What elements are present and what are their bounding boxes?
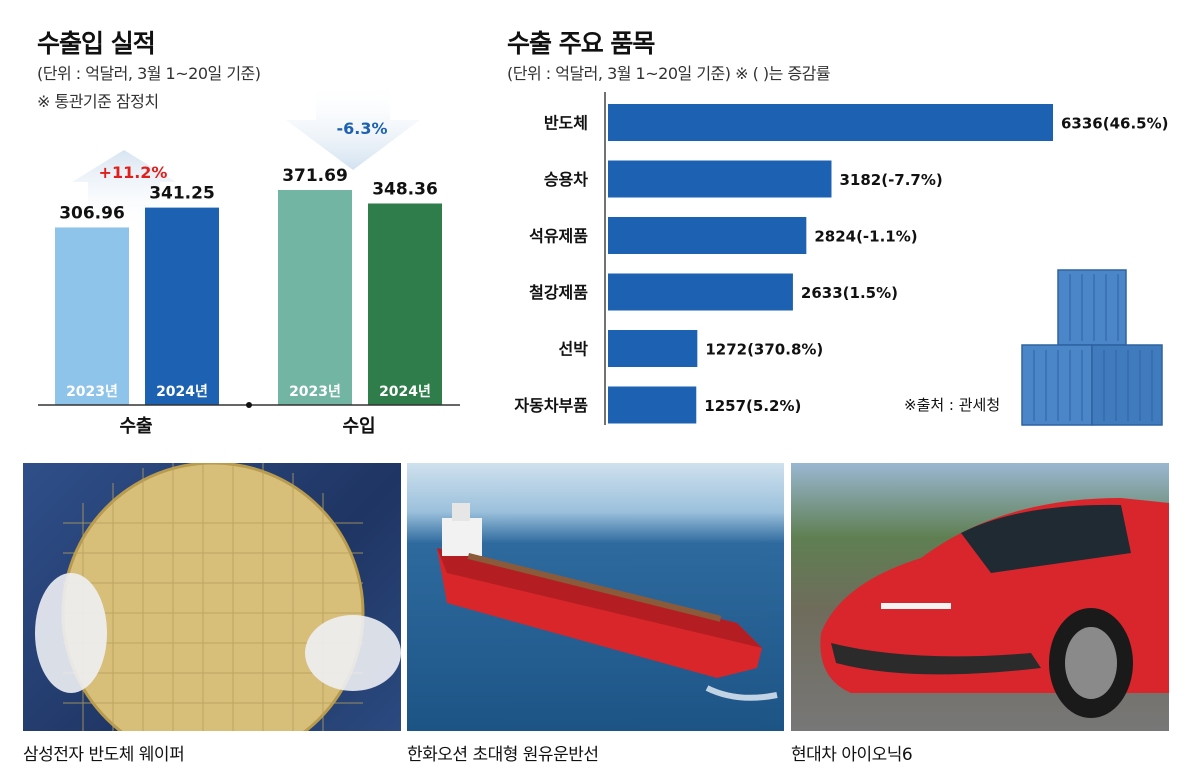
export-item-bar xyxy=(608,386,697,424)
export-item-category-label: 선박 xyxy=(559,340,589,359)
export-item-category-label: 철강제품 xyxy=(529,283,588,302)
export-item-category-label: 반도체 xyxy=(544,114,588,133)
caption-wafer: 삼성전자 반도체 웨이퍼 xyxy=(23,745,185,765)
export-items-title: 수출 주요 품목 xyxy=(507,29,655,58)
import-bar-2023 xyxy=(278,190,352,405)
import-change-label: -6.3% xyxy=(336,119,387,138)
hyundai-ioniq6-photo xyxy=(791,463,1169,731)
export-year-label: 2024년 xyxy=(156,384,208,400)
export-bar-2023 xyxy=(55,227,129,405)
export-items-unit: (단위 : 억달러, 3월 1~20일 기준) ※ ( )는 증감률 xyxy=(507,64,831,83)
decrease-arrow-icon xyxy=(286,80,420,170)
export-item-value-label: 2824(-1.1%) xyxy=(814,228,917,246)
export-import-unit: (단위 : 억달러, 3월 1~20일 기준) xyxy=(37,64,261,83)
import-value-label: 371.69 xyxy=(282,166,348,186)
export-item-category-label: 석유제품 xyxy=(529,227,588,246)
export-import-chart: +11.2% -6.3% 306.96 2023년 341.25 2024년 371.6… xyxy=(38,80,460,437)
export-category-label: 수출 xyxy=(119,416,152,437)
export-bar-2024 xyxy=(145,207,219,405)
import-bar-2024 xyxy=(368,203,442,405)
crude-oil-tanker-photo xyxy=(407,463,784,731)
export-item-bar xyxy=(608,160,832,198)
import-year-label: 2024년 xyxy=(379,384,431,400)
export-item-value-label: 6336(46.5%) xyxy=(1061,115,1169,133)
export-item-bar xyxy=(608,104,1053,141)
export-import-title: 수출입 실적 xyxy=(37,29,156,58)
export-item-category-label: 자동차부품 xyxy=(514,396,588,415)
source-note: ※출처 : 관세청 xyxy=(904,396,1000,414)
export-value-label: 341.25 xyxy=(149,184,215,204)
import-category-label: 수입 xyxy=(342,415,375,437)
export-item-value-label: 2633(1.5%) xyxy=(801,284,898,302)
export-item-category-label: 승용차 xyxy=(544,170,588,189)
caption-ioniq6: 현대차 아이오닉6 xyxy=(791,745,913,765)
axis-divider-dot xyxy=(246,402,252,408)
export-year-label: 2023년 xyxy=(66,384,118,400)
import-value-label: 348.36 xyxy=(372,179,438,199)
export-item-value-label: 1272(370.8%) xyxy=(705,341,823,359)
export-items-chart: 반도체 6336(46.5%) 승용차 3182(-7.7%) 석유제품 2824(-1.… xyxy=(514,92,1169,426)
export-item-bar xyxy=(608,330,698,367)
export-change-label: +11.2% xyxy=(99,163,168,182)
semiconductor-wafer-photo xyxy=(23,463,401,731)
export-item-bar xyxy=(608,273,793,311)
export-item-value-label: 3182(-7.7%) xyxy=(839,171,942,189)
import-year-label: 2023년 xyxy=(289,384,341,400)
shipping-container-icon xyxy=(1021,269,1163,426)
caption-tanker: 한화오션 초대형 원유운반선 xyxy=(407,745,599,765)
export-value-label: 306.96 xyxy=(59,203,125,223)
export-import-note: ※ 통관기준 잠정치 xyxy=(37,92,159,111)
export-item-value-label: 1257(5.2%) xyxy=(704,397,801,415)
export-item-bar xyxy=(608,217,807,254)
